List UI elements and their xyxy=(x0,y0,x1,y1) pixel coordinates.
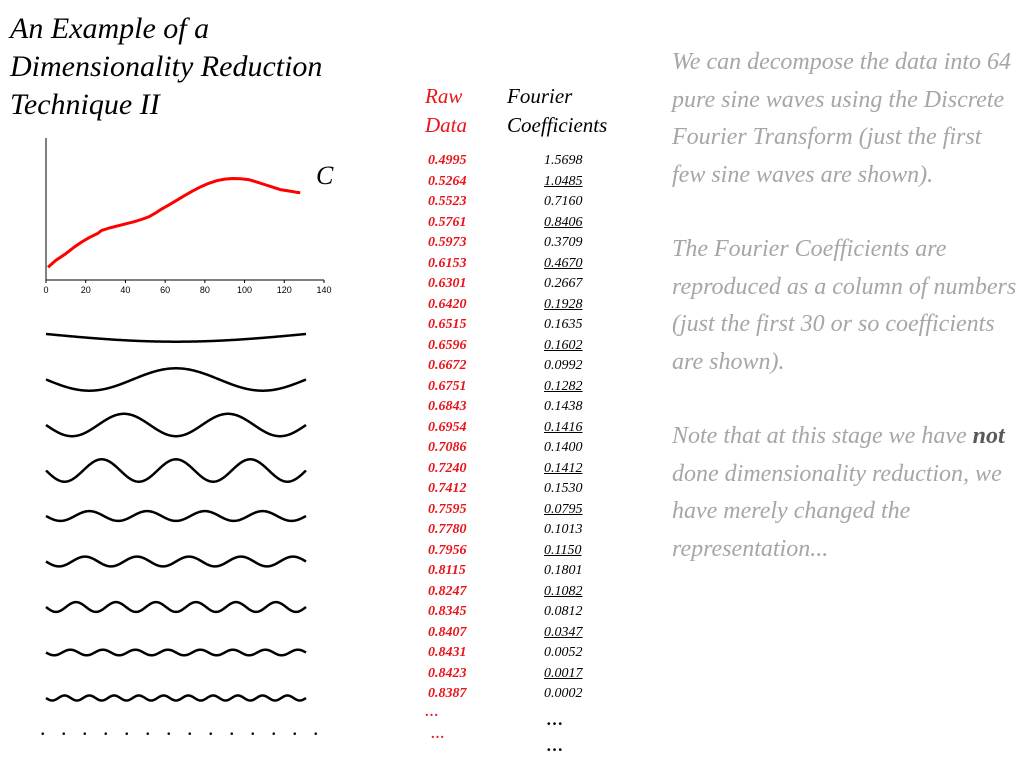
raw-value: 0.6843 xyxy=(428,399,467,414)
description-paragraph-3: Note that at this stage we have not done… xyxy=(672,418,1017,568)
x-tick-label: 0 xyxy=(43,285,48,295)
raw-value: 0.6420 xyxy=(428,296,467,312)
time-series-chart: 0 20 40 60 80 100 120 140 C xyxy=(43,138,334,295)
raw-value: 0.7086 xyxy=(428,440,467,455)
raw-value: 0.6301 xyxy=(428,276,467,291)
x-tick-label: 80 xyxy=(200,285,210,295)
coefficient-value: 0.3709 xyxy=(544,235,583,250)
raw-ellipsis-2: … xyxy=(431,727,445,742)
sine-wave xyxy=(45,694,307,702)
coef-ellipsis-2: … xyxy=(546,736,563,755)
x-tick-label: 140 xyxy=(316,285,331,295)
coefficient-value: 0.7160 xyxy=(544,194,583,209)
coefficient-value: 0.0992 xyxy=(544,358,583,373)
raw-value: 0.6954 xyxy=(428,419,467,435)
sine-wave xyxy=(45,648,307,657)
raw-value: 0.5761 xyxy=(428,214,467,230)
raw-value: 0.8407 xyxy=(428,624,467,640)
fourier-header-line-1: Fourier xyxy=(507,84,573,108)
raw-value: 0.6751 xyxy=(428,378,467,394)
coefficient-value: 0.1530 xyxy=(544,481,583,496)
coefficient-value: 0.0017 xyxy=(544,665,583,681)
coefficient-value: 0.1282 xyxy=(544,378,583,394)
coefficient-value: 0.1416 xyxy=(544,419,583,435)
coefficient-value: 0.0052 xyxy=(544,645,583,660)
x-tick-label: 120 xyxy=(277,285,292,295)
p3-bold: not xyxy=(972,423,1005,449)
coefficient-value: 0.4670 xyxy=(544,255,583,271)
x-tick-label: 40 xyxy=(120,285,130,295)
continuation-dots: . . . . . . . . . . . . . . xyxy=(40,715,324,740)
x-tick-label: 20 xyxy=(81,285,91,295)
coefficient-value: 0.0812 xyxy=(544,604,583,619)
fourier-header-line-2: Coefficients xyxy=(507,113,608,137)
sine-wave xyxy=(45,600,307,614)
raw-data-column: 0.4995 0.5264 0.5523 0.5761 0.5973 0.6153 0.63… xyxy=(428,151,484,705)
fourier-coefficients-column: 1.5698 1.0485 0.7160 0.8406 0.3709 0.4670 0.26… xyxy=(544,151,604,705)
raw-ellipsis-1: … xyxy=(425,705,439,720)
raw-value: 0.6153 xyxy=(428,255,467,271)
sine-waves xyxy=(45,332,307,702)
coefficient-value: 0.0347 xyxy=(544,624,583,640)
coefficient-value: 0.1928 xyxy=(544,296,583,312)
series-label: C xyxy=(316,161,334,190)
description-paragraph-2: The Fourier Coefficients are reproduced … xyxy=(672,236,1017,375)
p3-before: Note that at this stage we have xyxy=(672,423,973,449)
raw-header-line-2: Data xyxy=(425,113,467,137)
coefficient-value: 0.1150 xyxy=(544,542,582,558)
raw-value: 0.6596 xyxy=(428,337,467,353)
raw-value: 0.7780 xyxy=(428,522,467,537)
sine-wave xyxy=(45,458,307,483)
sine-wave xyxy=(45,367,307,392)
raw-value: 0.5264 xyxy=(428,173,467,189)
coefficient-value: 0.1412 xyxy=(544,460,583,476)
coef-ellipsis-1: … xyxy=(546,710,563,729)
raw-value: 0.5523 xyxy=(428,194,467,209)
coefficients-ellipsis: … … xyxy=(546,707,563,759)
raw-value: 0.8247 xyxy=(428,583,467,599)
raw-value: 0.8423 xyxy=(428,665,467,681)
raw-value: 0.8431 xyxy=(428,645,467,660)
series-line xyxy=(47,177,301,269)
x-tick-label: 60 xyxy=(160,285,170,295)
coefficient-value: 0.1082 xyxy=(544,583,583,599)
x-ticks: 0 20 40 60 80 100 120 140 xyxy=(43,280,332,295)
raw-data-header: Raw Data xyxy=(425,82,467,140)
coefficient-value: 1.0485 xyxy=(544,173,583,189)
p3-after: done dimensionality reduction, we have m… xyxy=(672,460,1002,562)
raw-value: 0.4995 xyxy=(428,153,467,168)
coefficient-value: 0.1801 xyxy=(544,563,583,578)
raw-value: 0.6515 xyxy=(428,317,467,332)
raw-header-line-1: Raw xyxy=(425,84,463,108)
coefficient-value: 0.0002 xyxy=(544,686,583,701)
sine-wave xyxy=(45,412,307,438)
raw-value: 0.7240 xyxy=(428,460,467,476)
fourier-coefficients-header: Fourier Coefficients xyxy=(507,82,607,140)
coefficient-value: 0.1602 xyxy=(544,337,583,353)
raw-value: 0.8115 xyxy=(428,563,466,578)
raw-value: 0.5973 xyxy=(428,235,467,250)
raw-value: 0.7412 xyxy=(428,481,467,496)
coefficient-value: 0.8406 xyxy=(544,214,583,230)
coefficient-value: 0.1400 xyxy=(544,440,583,455)
sine-wave xyxy=(45,509,307,523)
coefficient-value: 0.1438 xyxy=(544,399,583,414)
coefficient-value: 0.1013 xyxy=(544,522,583,537)
x-tick-label: 100 xyxy=(237,285,252,295)
slide-title: An Example of a Dimensionality Reduction… xyxy=(10,12,323,121)
sine-wave xyxy=(45,332,307,343)
description-paragraph-1: We can decompose the data into 64 pure s… xyxy=(672,49,1012,188)
coefficient-value: 1.5698 xyxy=(544,153,583,168)
raw-value: 0.7595 xyxy=(428,501,467,517)
raw-data-ellipsis: … … xyxy=(425,702,445,746)
coefficient-value: 0.0795 xyxy=(544,501,583,517)
sine-wave xyxy=(45,555,307,568)
raw-value: 0.6672 xyxy=(428,358,467,373)
description-text: We can decompose the data into 64 pure s… xyxy=(672,44,1017,605)
raw-value: 0.7956 xyxy=(428,542,467,558)
raw-value: 0.8345 xyxy=(428,604,467,619)
coefficient-value: 0.2667 xyxy=(544,276,583,291)
coefficient-value: 0.1635 xyxy=(544,317,583,332)
raw-value: 0.8387 xyxy=(428,686,467,701)
